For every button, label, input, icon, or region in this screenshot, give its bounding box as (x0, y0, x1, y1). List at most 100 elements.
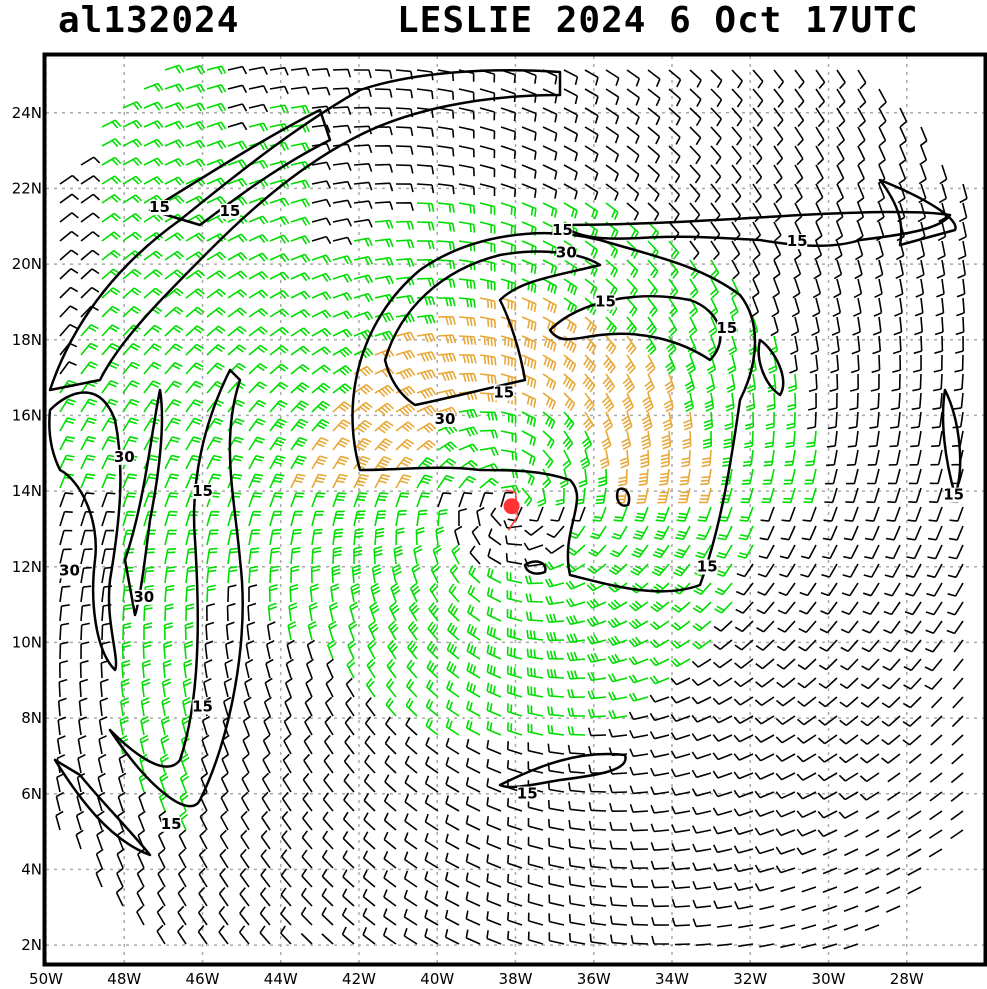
wind-barb (754, 715, 775, 725)
wind-barb (673, 544, 691, 559)
wind-barb (206, 140, 227, 150)
wind-barb (806, 430, 817, 448)
contour-label: 30 (133, 588, 154, 606)
wind-barb (936, 259, 946, 279)
wind-barb (724, 411, 734, 431)
wind-barb (362, 888, 376, 907)
wind-barb (584, 69, 599, 86)
wind-barb (206, 325, 226, 337)
wind-barb (101, 287, 121, 299)
wind-barb (164, 324, 184, 337)
wind-barb (101, 342, 120, 356)
wind-barb (626, 297, 638, 317)
wind-barb (342, 830, 355, 850)
wind-barb (227, 565, 238, 584)
wind-barb (691, 714, 712, 723)
wind-barb (427, 621, 439, 641)
wind-barb (579, 449, 591, 470)
wind-barb (938, 183, 948, 204)
wind-barb (649, 712, 670, 722)
wind-barb (815, 145, 825, 166)
wind-barb (738, 525, 754, 541)
wind-barb (691, 769, 712, 779)
wind-barb (860, 715, 880, 727)
wind-barb (836, 145, 845, 166)
wind-barb (55, 810, 64, 831)
wind-barb (185, 306, 205, 318)
wind-barb (930, 715, 943, 727)
wind-barb (650, 860, 670, 870)
wind-barb (523, 542, 544, 551)
wind-barb (353, 365, 374, 377)
wind-barb (563, 183, 578, 200)
wind-barb (638, 468, 649, 487)
wind-barb (500, 88, 516, 103)
wind-barb (416, 387, 437, 399)
wind-barb (403, 851, 418, 869)
contour-label: 15 (787, 232, 808, 250)
wind-barb (269, 492, 284, 508)
wind-barb (785, 430, 796, 448)
wind-barb (956, 297, 965, 317)
wind-barb (751, 297, 760, 318)
wind-barb (818, 715, 838, 726)
wind-barb (185, 343, 205, 356)
wind-barb (537, 487, 547, 507)
wind-barb (757, 563, 775, 578)
wind-barb (486, 663, 502, 679)
wind-barb (583, 392, 595, 412)
lat-tick-label: 4N (21, 860, 42, 878)
wind-barb (303, 734, 313, 755)
wind-barb (887, 468, 901, 485)
wind-barb (822, 867, 838, 875)
wind-barb (608, 691, 628, 701)
wind-barb (629, 803, 649, 813)
wind-barb (640, 430, 652, 450)
wind-barb (458, 278, 476, 290)
wind-barb (626, 69, 641, 87)
wind-barb (507, 854, 523, 869)
wind-barb (80, 231, 100, 242)
wind-barb (582, 373, 596, 393)
wind-barb (120, 697, 130, 717)
wind-barb (775, 696, 796, 707)
wind-barb (178, 829, 187, 850)
wind-barb (950, 791, 964, 802)
wind-barb (875, 240, 884, 261)
wind-barb (80, 249, 100, 261)
wind-barb (754, 790, 775, 799)
wind-barb (301, 887, 313, 907)
wind-barb (343, 792, 355, 812)
wind-barb (143, 529, 156, 546)
wind-barb (78, 697, 88, 717)
wind-barb (290, 142, 310, 152)
wind-barb (290, 327, 311, 337)
wind-barb (954, 335, 964, 354)
wind-barb (206, 529, 219, 546)
wind-barb (416, 351, 437, 362)
wind-barb (446, 641, 460, 660)
wind-barb (80, 622, 90, 641)
contour-15-west-band (148, 108, 332, 227)
wind-barb (629, 785, 649, 795)
wind-barb (626, 126, 640, 144)
wind-barb (353, 200, 373, 209)
wind-barb (689, 278, 699, 299)
wind-barb (426, 660, 439, 679)
wind-barb (59, 193, 80, 204)
wind-barb (116, 848, 125, 869)
wind-barb (754, 753, 775, 762)
wind-barb (710, 126, 722, 146)
wind-barb (775, 753, 796, 762)
wind-barb (647, 259, 659, 279)
wind-barb (97, 772, 106, 793)
wind-barb (836, 183, 845, 204)
wind-barb (713, 639, 733, 651)
wind-barb (119, 716, 129, 736)
wind-barb (790, 316, 800, 337)
wind-barb (269, 234, 290, 244)
wind-barb (907, 829, 922, 839)
wind-barb (754, 845, 775, 855)
wind-barb (205, 621, 215, 641)
wind-barb (584, 278, 598, 297)
